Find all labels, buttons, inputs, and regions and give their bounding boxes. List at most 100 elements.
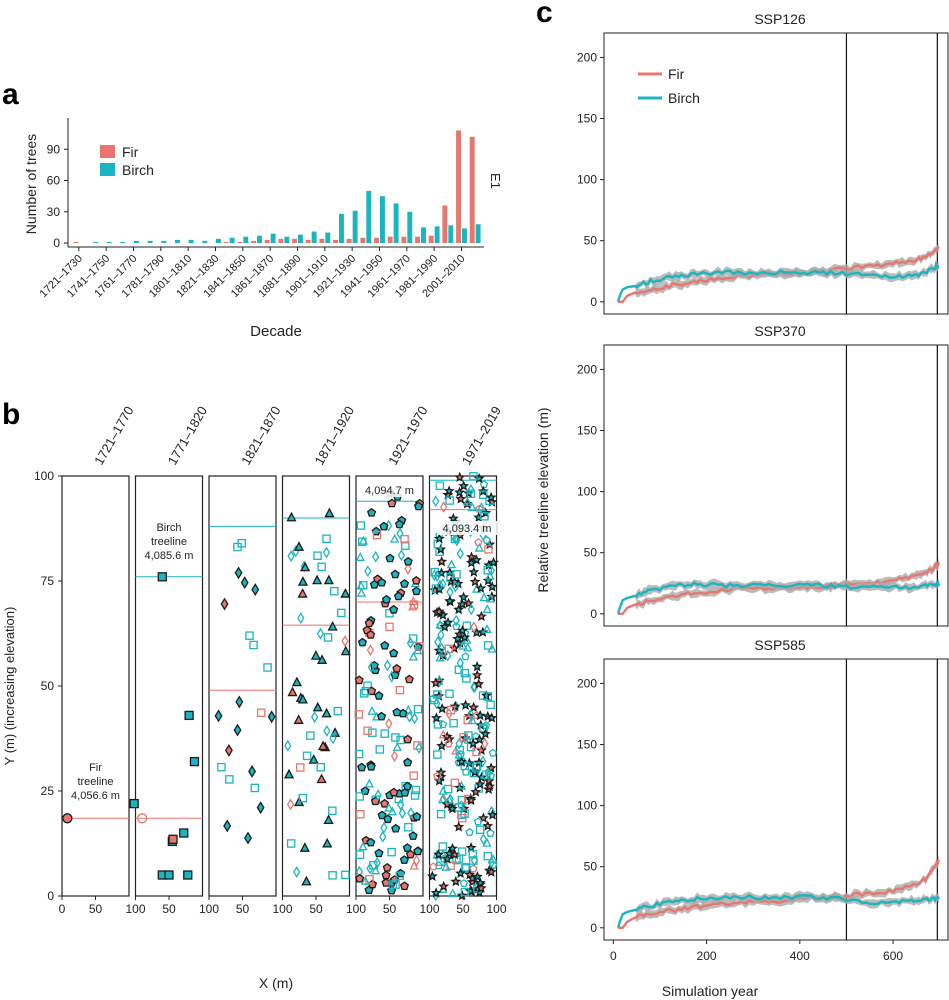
legend-birch-label-c: Birch: [668, 90, 700, 106]
fir-marker: [293, 714, 304, 724]
bar-fir: [401, 236, 407, 243]
birch-marker: [411, 586, 421, 596]
bar-fir: [292, 238, 297, 243]
birch-marker: [430, 887, 442, 898]
birch-earlier-marker: [449, 718, 458, 728]
birch-marker: [283, 768, 295, 779]
bar-birch: [134, 240, 139, 243]
birch-earlier-marker: [468, 850, 478, 859]
birch-marker: [435, 543, 447, 555]
birch-earlier-marker: [461, 652, 470, 661]
birch-earlier-marker: [482, 604, 492, 614]
bar-birch: [339, 213, 344, 243]
birch-marker: [256, 801, 265, 815]
bar-birch: [93, 241, 98, 243]
birch-marker: [367, 507, 377, 517]
birch-earlier-marker: [316, 627, 325, 640]
subpanel-frame: [603, 344, 949, 627]
birch-earlier-marker: [389, 533, 400, 543]
birch-earlier-marker: [452, 622, 461, 630]
birch-earlier-marker: [333, 706, 343, 716]
birch-marker: [383, 814, 393, 824]
birch-earlier-marker: [441, 861, 451, 871]
fir-marker: [433, 605, 445, 617]
y-tick-label: 50: [584, 234, 598, 248]
subpanel-frame: [208, 475, 277, 897]
y-tick-label: 60: [47, 174, 61, 188]
birch-marker: [442, 616, 454, 628]
birch-marker: [357, 637, 368, 647]
birch-line: [616, 260, 940, 303]
birch-earlier-marker: [472, 762, 482, 771]
birch-earlier-marker: [398, 807, 406, 820]
birch-marker: [436, 703, 448, 714]
fir-marker: [366, 630, 376, 639]
birch-earlier-marker: [482, 624, 492, 633]
fir-marker: [381, 870, 391, 880]
birch-marker: [374, 691, 384, 700]
fir-marker: [476, 610, 487, 622]
subpanel-frame: [603, 32, 949, 315]
subpanel-title: 1871–1920: [312, 404, 358, 468]
fir-marker: [389, 787, 399, 797]
fir-earlier-marker: [341, 635, 349, 648]
birch-earlier-marker: [355, 792, 364, 801]
panel-a-ylabel: Number of trees: [23, 134, 39, 234]
birch-marker: [474, 709, 486, 721]
birch-earlier-marker: [467, 484, 475, 496]
birch-marker: [157, 572, 167, 582]
birch-marker: [482, 575, 494, 586]
birch-earlier-marker: [464, 731, 473, 740]
treeline-annotation: 4,085.6 m: [145, 550, 194, 562]
birch-earlier-marker: [328, 871, 337, 880]
fir-marker: [438, 880, 450, 892]
birch-earlier-marker: [437, 629, 445, 641]
birch-marker: [366, 761, 376, 771]
x-tick-label: 0: [610, 949, 617, 963]
birch-marker: [454, 486, 465, 498]
subpanel-title: 1721–1770: [91, 404, 137, 468]
birch-earlier-marker: [317, 562, 326, 572]
subpanel-points: [129, 572, 200, 880]
birch-earlier-marker: [479, 833, 488, 846]
birch-earlier-marker: [462, 497, 473, 506]
birch-earlier-marker: [375, 745, 385, 754]
bar-fir: [278, 238, 284, 243]
fir-earlier-marker: [440, 501, 448, 514]
fir-earlier-marker: [412, 854, 421, 867]
birch-marker: [465, 557, 477, 568]
birch-marker: [164, 870, 174, 880]
birch-earlier-marker: [460, 668, 470, 678]
x-tick-label: 100: [199, 902, 219, 916]
subpanel-SSP126: SSP126 0 50 100 150 200: [577, 11, 949, 315]
fir-marker: [168, 834, 178, 844]
birch-earlier-marker: [462, 621, 472, 631]
birch-marker: [189, 756, 200, 767]
subpanel-1871–1920: 1871–1920 100 50: [272, 404, 357, 916]
birch-earlier-marker: [462, 864, 471, 873]
fir-marker: [484, 780, 496, 792]
birch-earlier-marker: [415, 742, 423, 754]
fir-marker: [220, 597, 229, 611]
birch-marker: [459, 631, 471, 643]
subpanel-points: [283, 507, 351, 886]
birch-marker: [379, 521, 389, 531]
birch-earlier-marker: [356, 580, 366, 590]
birch-earlier-marker: [356, 521, 366, 530]
bar-fir: [346, 238, 352, 243]
birch-marker: [340, 588, 351, 598]
birch-marker: [458, 480, 470, 491]
fir-uncertainty-band: [618, 855, 939, 929]
fir-earlier-marker: [429, 862, 438, 871]
birch-earlier-marker: [485, 570, 495, 580]
birch-earlier-marker: [437, 642, 446, 655]
birch-marker: [324, 507, 335, 518]
y-tick-label: 0: [47, 889, 54, 903]
fir-earlier-marker: [356, 809, 365, 819]
annotation-bg: [139, 548, 199, 561]
fir-marker: [287, 686, 298, 697]
birch-marker: [299, 842, 310, 852]
bar-fir: [469, 136, 475, 243]
fir-earlier-marker: [400, 534, 409, 544]
